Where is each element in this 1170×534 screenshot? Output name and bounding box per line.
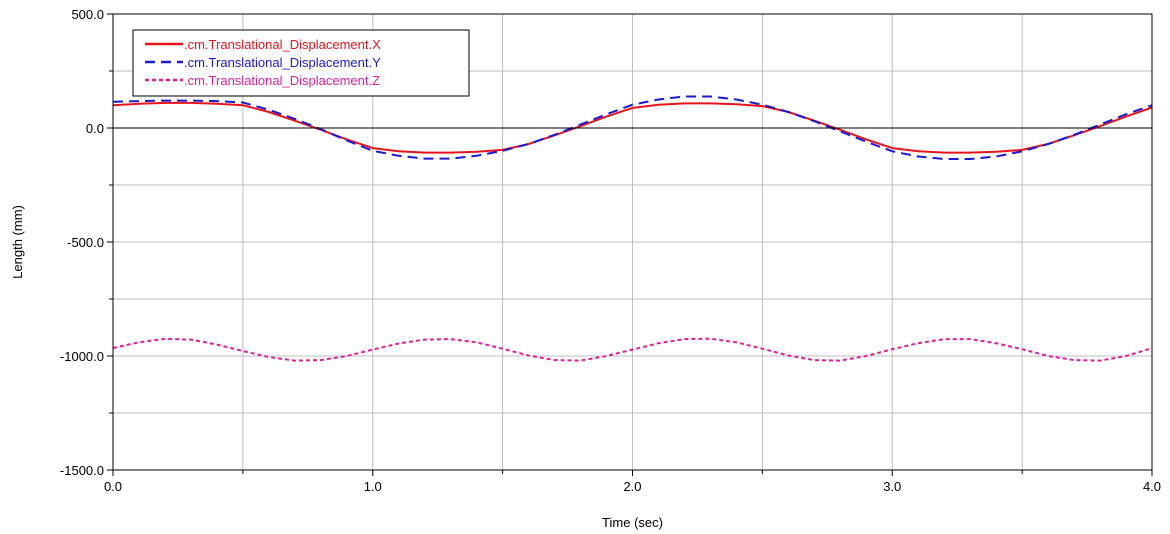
series-lines xyxy=(112,95,1153,362)
y-tick-label: -1000.0 xyxy=(60,349,104,364)
y-tick-label: -500.0 xyxy=(67,235,104,250)
x-tick-label: 3.0 xyxy=(883,479,901,494)
legend: .cm.Translational_Displacement.X .cm.Tran… xyxy=(132,29,470,97)
legend-label-3: .cm.Translational_Displacement.Z xyxy=(184,73,380,88)
x-axis-title: Time (sec) xyxy=(602,515,663,530)
y-tick-label: -1500.0 xyxy=(60,463,104,478)
legend-box xyxy=(132,29,470,97)
y-tick-label: 500.0 xyxy=(71,7,104,22)
legend-label-1: .cm.Translational_Displacement.X xyxy=(184,37,381,52)
tick-labels: 0.0 1.0 2.0 3.0 4.0 500.0 0.0 -500.0 -1000.0 -150… xyxy=(60,7,1161,494)
legend-label-2: .cm.Translational_Displacement.Y xyxy=(184,55,381,70)
x-tick-label: 0.0 xyxy=(104,479,122,494)
series-line-2 xyxy=(112,95,1153,160)
axes xyxy=(107,13,1153,476)
y-tick-label: 0.0 xyxy=(86,121,104,136)
x-tick-label: 1.0 xyxy=(364,479,382,494)
x-tick-label: 2.0 xyxy=(623,479,641,494)
y-axis-title: Length (mm) xyxy=(10,205,25,279)
x-tick-label: 4.0 xyxy=(1143,479,1161,494)
series-line-1 xyxy=(112,101,1153,154)
series-line-3 xyxy=(112,337,1153,362)
